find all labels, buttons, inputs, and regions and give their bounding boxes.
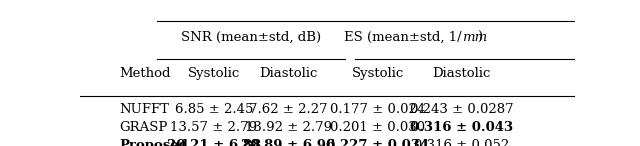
Text: 0.316 ± 0.052: 0.316 ± 0.052 xyxy=(414,139,509,146)
Text: 6.85 ± 2.45: 6.85 ± 2.45 xyxy=(175,103,253,116)
Text: 0.243 ± 0.0287: 0.243 ± 0.0287 xyxy=(410,103,514,116)
Text: Diastolic: Diastolic xyxy=(433,67,491,80)
Text: NUFFT: NUFFT xyxy=(120,103,170,116)
Text: mm: mm xyxy=(462,31,487,44)
Text: 0.177 ± 0.024: 0.177 ± 0.024 xyxy=(330,103,425,116)
Text: 7.62 ± 2.27: 7.62 ± 2.27 xyxy=(249,103,328,116)
Text: 20.89 ± 6.96: 20.89 ± 6.96 xyxy=(241,139,335,146)
Text: 0.316 ± 0.043: 0.316 ± 0.043 xyxy=(410,121,513,134)
Text: Systolic: Systolic xyxy=(188,67,240,80)
Text: Proposed: Proposed xyxy=(120,139,188,146)
Text: ): ) xyxy=(477,31,483,44)
Text: 0.227 ± 0.034: 0.227 ± 0.034 xyxy=(326,139,429,146)
Text: 13.57 ± 2.79: 13.57 ± 2.79 xyxy=(170,121,257,134)
Text: Diastolic: Diastolic xyxy=(259,67,317,80)
Text: SNR (mean±std, dB): SNR (mean±std, dB) xyxy=(181,31,321,44)
Text: GRASP: GRASP xyxy=(120,121,168,134)
Text: 0.201 ± 0.030: 0.201 ± 0.030 xyxy=(330,121,425,134)
Text: ES (mean±std, 1/: ES (mean±std, 1/ xyxy=(344,31,462,44)
Text: 20.21 ± 6.88: 20.21 ± 6.88 xyxy=(167,139,261,146)
Text: 13.92 ± 2.79: 13.92 ± 2.79 xyxy=(244,121,332,134)
Text: Systolic: Systolic xyxy=(351,67,404,80)
Text: Method: Method xyxy=(120,67,171,80)
